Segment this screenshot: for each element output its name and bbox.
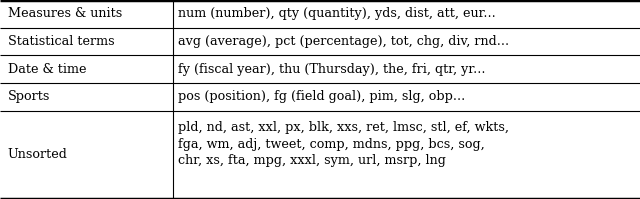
Text: Unsorted: Unsorted	[8, 148, 68, 161]
Text: pos (position), fg (field goal), pim, slg, obp...: pos (position), fg (field goal), pim, sl…	[178, 90, 465, 103]
Text: fy (fiscal year), thu (Thursday), the, fri, qtr, yr...: fy (fiscal year), thu (Thursday), the, f…	[178, 63, 485, 76]
Text: Date & time: Date & time	[8, 63, 86, 76]
Text: num (number), qty (quantity), yds, dist, att, eur...: num (number), qty (quantity), yds, dist,…	[178, 7, 495, 20]
Text: Statistical terms: Statistical terms	[8, 35, 115, 48]
Text: avg (average), pct (percentage), tot, chg, div, rnd...: avg (average), pct (percentage), tot, ch…	[178, 35, 509, 48]
Text: Measures & units: Measures & units	[8, 7, 122, 20]
Text: pld, nd, ast, xxl, px, blk, xxs, ret, lmsc, stl, ef, wkts,
fga, wm, adj, tweet, : pld, nd, ast, xxl, px, blk, xxs, ret, lm…	[178, 121, 509, 167]
Text: Sports: Sports	[8, 90, 50, 103]
